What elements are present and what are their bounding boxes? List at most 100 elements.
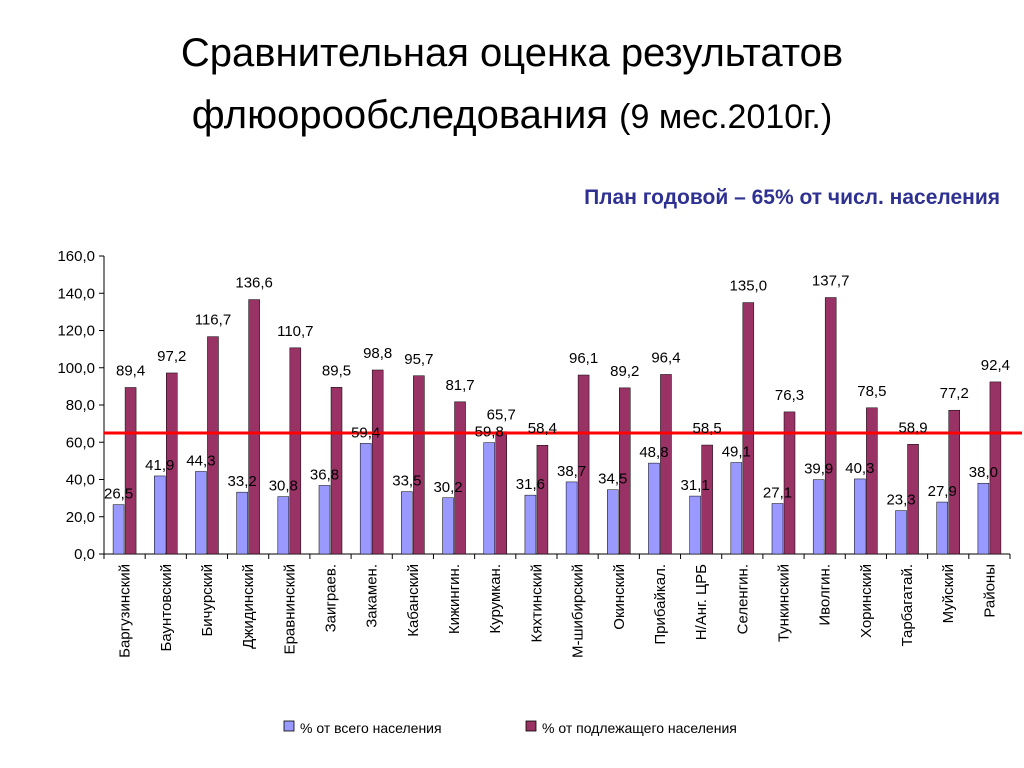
bar-series-2	[907, 444, 919, 555]
bar-series-1	[565, 481, 578, 555]
category-label: Муйский	[940, 564, 957, 623]
bar-series-1	[771, 503, 784, 555]
bar-series-2	[989, 381, 1002, 555]
data-label-series-1: 48,8	[639, 444, 668, 461]
bar-series-2	[619, 387, 631, 555]
bar-series-2	[289, 347, 302, 555]
data-label-series-2: 65,7	[487, 407, 516, 424]
data-label-series-1: 33,5	[392, 473, 421, 490]
bar-series-1	[730, 462, 743, 555]
data-label-series-1: 33,2	[228, 473, 257, 490]
y-tick-label: 20,0	[66, 509, 95, 526]
category-label: Баунтовский	[158, 564, 175, 651]
category-label: Еравнинский	[281, 564, 298, 654]
category-label: Хоринский	[858, 564, 875, 638]
bar-series-1	[854, 478, 866, 555]
data-label-series-2: 58,4	[528, 420, 557, 437]
data-label-series-2: 136,6	[235, 275, 273, 292]
data-label-series-1: 31,6	[516, 476, 545, 493]
title-line-1: Сравнительная оценка результатов	[180, 31, 844, 75]
category-label: Заиграев.	[323, 564, 340, 632]
category-label: Джидинский	[240, 564, 257, 649]
data-label-series-1: 30,2	[433, 479, 462, 496]
y-tick-label: 80,0	[66, 397, 95, 414]
data-label-series-2: 96,1	[569, 350, 598, 367]
category-label: Кижингин.	[446, 564, 463, 634]
bar-series-1	[401, 491, 413, 555]
data-label-series-2: 110,7	[277, 323, 313, 340]
legend-swatch-series-2	[525, 720, 537, 732]
bar-series-1	[977, 482, 990, 555]
y-tick-label: 120,0	[57, 323, 95, 340]
bar-series-1	[936, 501, 948, 555]
data-label-series-2: 78,5	[857, 383, 886, 400]
data-label-series-1: 59,8	[475, 424, 504, 441]
legend: % от всего населения % от подлежащего на…	[283, 720, 737, 736]
bar-series-1	[112, 504, 125, 555]
data-label-series-1: 31,1	[681, 477, 710, 494]
data-label-series-2: 58,9	[898, 419, 927, 436]
chart-title: Сравнительная оценка результатов флюороо…	[0, 22, 1024, 148]
legend-label-series-1: % от всего населения	[300, 720, 442, 736]
data-label-series-1: 38,7	[557, 463, 586, 480]
bar-series-2	[371, 369, 384, 555]
data-label-series-1: 49,1	[722, 444, 751, 461]
bar-series-2	[577, 374, 590, 555]
category-label: Баргузинский	[117, 564, 134, 658]
title-line-2: флюорообследования (9 мес.2010г.)	[0, 84, 1024, 148]
category-label: Окинский	[611, 564, 628, 630]
title-suffix: (9 мес.2010г.)	[619, 98, 833, 136]
bar-series-1	[607, 489, 619, 555]
bar-series-1	[195, 471, 207, 555]
data-label-series-2: 76,3	[775, 387, 804, 404]
category-label: Районы	[981, 564, 998, 618]
y-tick-label: 60,0	[66, 434, 95, 451]
data-label-series-1: 41,9	[145, 457, 174, 474]
data-label-series-1: 39,9	[804, 461, 833, 478]
data-label-series-2: 96,4	[651, 349, 680, 366]
bar-series-2	[824, 297, 837, 555]
legend-swatch-series-1	[283, 720, 295, 732]
bar-series-1	[277, 496, 290, 555]
bar-series-1	[359, 443, 372, 555]
data-label-series-2: 58,5	[693, 420, 722, 437]
y-tick-label: 0,0	[74, 546, 95, 563]
category-label: М-шибирский	[570, 564, 587, 658]
data-label-series-2: 89,5	[322, 362, 351, 379]
data-labels: 26,5 89,4 41,9 97,2 44,3 116,7 33,2 136,6 30,8 11…	[104, 273, 1010, 509]
bar-series-2	[948, 409, 960, 555]
bar-series-1	[318, 485, 331, 555]
data-label-series-2: 77,2	[940, 385, 969, 402]
category-label: Прибайкал.	[652, 564, 669, 645]
data-label-series-1: 59,4	[351, 424, 380, 441]
data-label-series-2: 89,2	[610, 363, 639, 380]
bar-series-2	[495, 431, 507, 555]
data-label-series-1: 27,9	[928, 483, 957, 500]
data-label-series-2: 95,7	[404, 351, 433, 368]
data-label-series-2: 97,2	[157, 348, 186, 365]
title-line-2-main: флюорообследования	[191, 93, 609, 137]
category-label: Н/Анг. ЦРБ	[693, 564, 710, 640]
bar-series-2	[124, 387, 137, 555]
bar-series-1	[895, 510, 907, 555]
bar-series-2	[536, 444, 549, 555]
category-labels: Баргузинский Баунтовский Бичурский Джидинск…	[117, 564, 999, 658]
bar-series-2	[248, 299, 260, 555]
data-label-series-2: 116,7	[195, 312, 231, 329]
category-label: Бичурский	[199, 564, 216, 637]
data-label-series-1: 36,8	[310, 466, 339, 483]
data-label-series-2: 92,4	[981, 357, 1010, 374]
bar-series-1	[812, 479, 825, 555]
data-label-series-2: 137,7	[812, 273, 850, 290]
bar-series-1	[648, 462, 660, 555]
category-label: Тарбагатай.	[899, 564, 916, 647]
category-label: Закамен.	[364, 564, 381, 628]
bar-series-2	[866, 407, 878, 555]
bar-series-1	[236, 491, 248, 555]
data-label-series-2: 89,4	[116, 362, 145, 379]
bar-series-2	[783, 411, 796, 555]
bar-series-1	[483, 442, 495, 555]
data-label-series-1: 30,8	[269, 478, 298, 495]
y-tick-label: 100,0	[57, 360, 95, 377]
y-tick-label: 160,0	[57, 248, 95, 265]
